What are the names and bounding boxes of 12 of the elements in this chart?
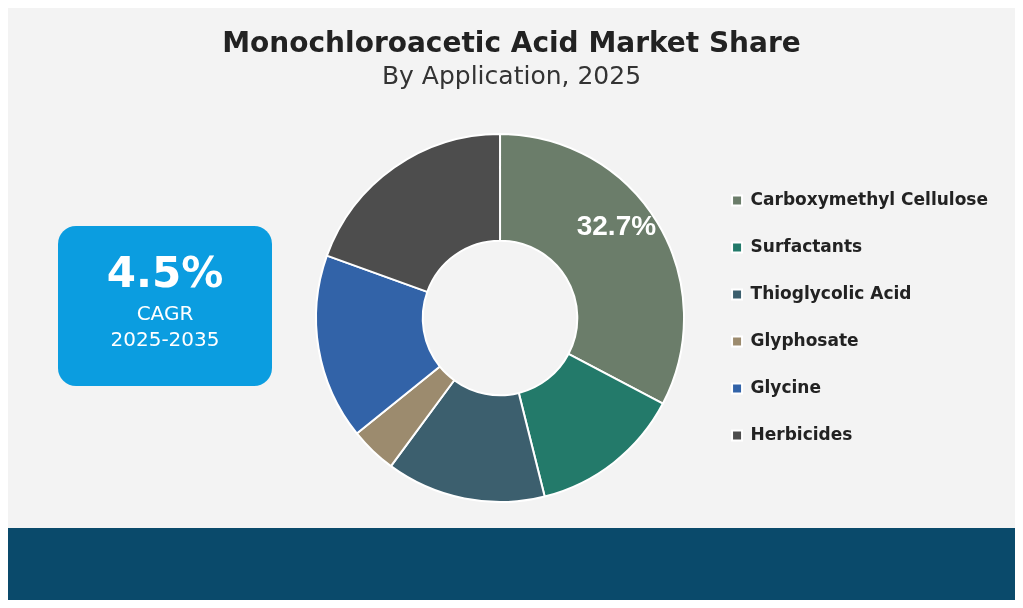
legend-label: Carboxymethyl Cellulose xyxy=(750,188,989,209)
text: CAGR xyxy=(135,301,195,325)
chart-subtitle: By Application, 2025 xyxy=(380,61,643,90)
data-label: 32.7% xyxy=(576,210,657,242)
legend-label: Herbicides xyxy=(750,423,853,444)
text: 2025-2035 xyxy=(109,327,221,351)
legend-label: Glycine xyxy=(750,376,821,397)
legend-label: Glyphosate xyxy=(750,329,859,350)
legend-label: Surfactants xyxy=(750,235,863,256)
text: 4.5% xyxy=(105,248,225,297)
chart-title: Monochloroacetic Acid Market Share xyxy=(221,26,802,59)
legend-label: Thioglycolic Acid xyxy=(750,282,912,303)
